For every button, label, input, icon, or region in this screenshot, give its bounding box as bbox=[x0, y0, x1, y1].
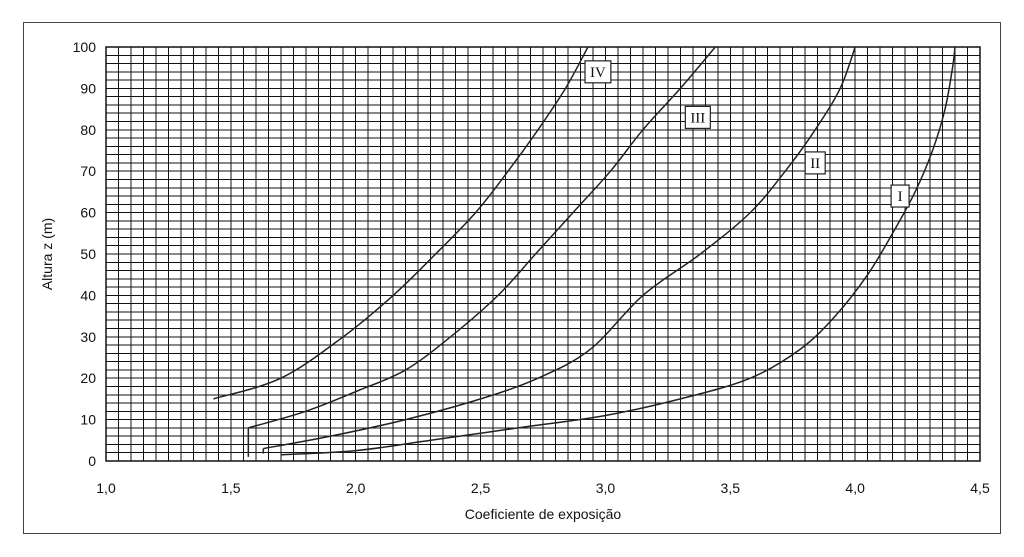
curve-label: I bbox=[890, 184, 910, 208]
curve-label-box bbox=[804, 151, 826, 175]
chart-frame: IV III II I 1,0 1,5 2,0 2,5 3,0 3,5 4,0 4,5 0 10 20 30… bbox=[23, 22, 1001, 534]
curve-label-text: II bbox=[810, 156, 820, 172]
y-tick-label: 10 bbox=[80, 412, 96, 428]
curve-label: III bbox=[684, 105, 711, 129]
y-tick-label: 50 bbox=[80, 246, 96, 262]
curve-label: IV bbox=[584, 60, 612, 84]
x-tick-label: 3,5 bbox=[721, 480, 741, 496]
y-tick-label: 60 bbox=[80, 205, 96, 221]
curve-label-text: I bbox=[898, 189, 903, 205]
x-tick-label: 1,5 bbox=[221, 480, 241, 496]
y-tick-label: 20 bbox=[80, 370, 96, 386]
x-tick-label: 4,5 bbox=[970, 480, 990, 496]
y-tick-label: 80 bbox=[80, 122, 96, 138]
y-axis-title: Altura z (m) bbox=[39, 218, 55, 290]
curve-label-box bbox=[584, 60, 612, 84]
series-line bbox=[263, 46, 856, 450]
x-tick-label: 2,5 bbox=[471, 480, 491, 496]
series-line bbox=[213, 46, 589, 400]
x-tick-label: 2,0 bbox=[346, 480, 366, 496]
curve-label-text: IV bbox=[590, 65, 606, 81]
series-III: III bbox=[247, 46, 716, 457]
x-tick-label: 3,0 bbox=[596, 480, 616, 496]
curve-label-text: III bbox=[690, 110, 705, 126]
x-tick-label: 4,0 bbox=[845, 480, 865, 496]
curve-label-box bbox=[890, 184, 910, 208]
y-tick-label: 100 bbox=[73, 39, 97, 55]
x-tick-label: 1,0 bbox=[96, 480, 116, 496]
grid bbox=[105, 46, 981, 462]
y-tick-label: 30 bbox=[80, 329, 96, 345]
y-tick-label: 90 bbox=[80, 80, 96, 96]
y-tick-label: 70 bbox=[80, 163, 96, 179]
series-line bbox=[280, 46, 956, 456]
plot-border bbox=[105, 46, 981, 462]
tick-labels: 1,0 1,5 2,0 2,5 3,0 3,5 4,0 4,5 0 10 20 30 40 50 60 70 8… bbox=[73, 39, 990, 496]
curve-label-box bbox=[684, 105, 711, 129]
x-axis-title: Coeficiente de exposição bbox=[465, 506, 622, 522]
y-tick-label: 0 bbox=[88, 453, 96, 469]
y-tick-label: 40 bbox=[80, 287, 96, 303]
series-line bbox=[248, 46, 716, 429]
curve-label: II bbox=[804, 151, 826, 175]
grid-lines bbox=[105, 46, 981, 462]
series-IV: IV bbox=[213, 46, 612, 400]
series-I: I bbox=[280, 46, 956, 456]
series-II: II bbox=[262, 46, 856, 454]
